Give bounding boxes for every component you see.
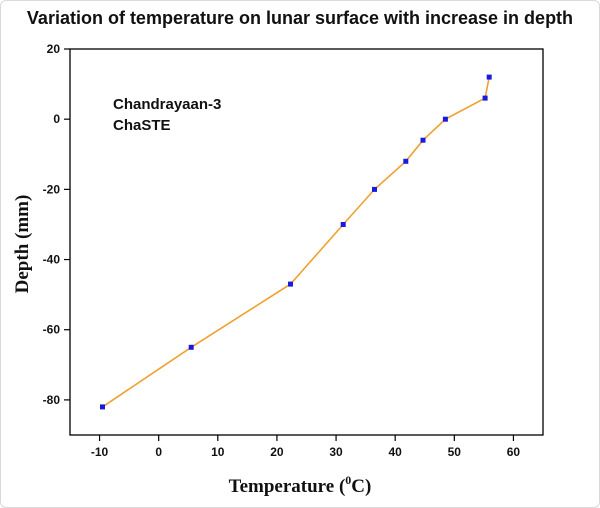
x-axis-title: Temperature (0C) <box>229 473 372 497</box>
data-point <box>420 137 426 143</box>
x-axis-title-unit: C) <box>351 476 371 497</box>
y-tick-label: 20 <box>47 42 61 56</box>
data-point <box>403 158 409 164</box>
x-tick-label: 10 <box>211 445 225 459</box>
axis-ticks: -10 0 10 20 30 40 50 60 20 0 -20 -40 -60 -80 <box>43 42 521 459</box>
data-point <box>372 186 377 192</box>
data-point <box>100 404 105 410</box>
x-tick-label: 60 <box>507 445 521 459</box>
data-point <box>486 74 492 80</box>
data-point <box>442 116 448 122</box>
series-line-group <box>102 76 490 408</box>
series-line <box>102 76 490 408</box>
x-tick-label: 50 <box>448 445 462 459</box>
y-tick-label: -80 <box>43 393 61 407</box>
x-tick-label: 0 <box>155 445 162 459</box>
x-tick-label: 40 <box>389 445 403 459</box>
x-tick-label: -10 <box>91 445 109 459</box>
data-point <box>482 95 488 101</box>
y-axis-title: Depth (mm) <box>12 195 33 294</box>
x-axis-title-main: Temperature ( <box>229 476 346 497</box>
data-point <box>340 222 346 227</box>
data-point <box>288 281 293 287</box>
chart-title: Variation of temperature on lunar surfac… <box>26 8 574 28</box>
y-tick-label: 0 <box>53 112 60 126</box>
annotation-instrument: ChaSTE <box>113 117 171 134</box>
y-tick-label: -40 <box>43 253 61 267</box>
x-tick-label: 30 <box>329 445 343 459</box>
y-tick-label: -60 <box>43 323 61 337</box>
data-point <box>188 344 194 350</box>
series-markers <box>100 74 492 410</box>
x-tick-label: 20 <box>270 445 284 459</box>
y-tick-label: -20 <box>43 182 61 196</box>
plot-area <box>69 48 544 436</box>
annotation-mission: Chandrayaan-3 <box>113 96 221 113</box>
x-axis-title-superscript: 0 <box>345 473 351 487</box>
